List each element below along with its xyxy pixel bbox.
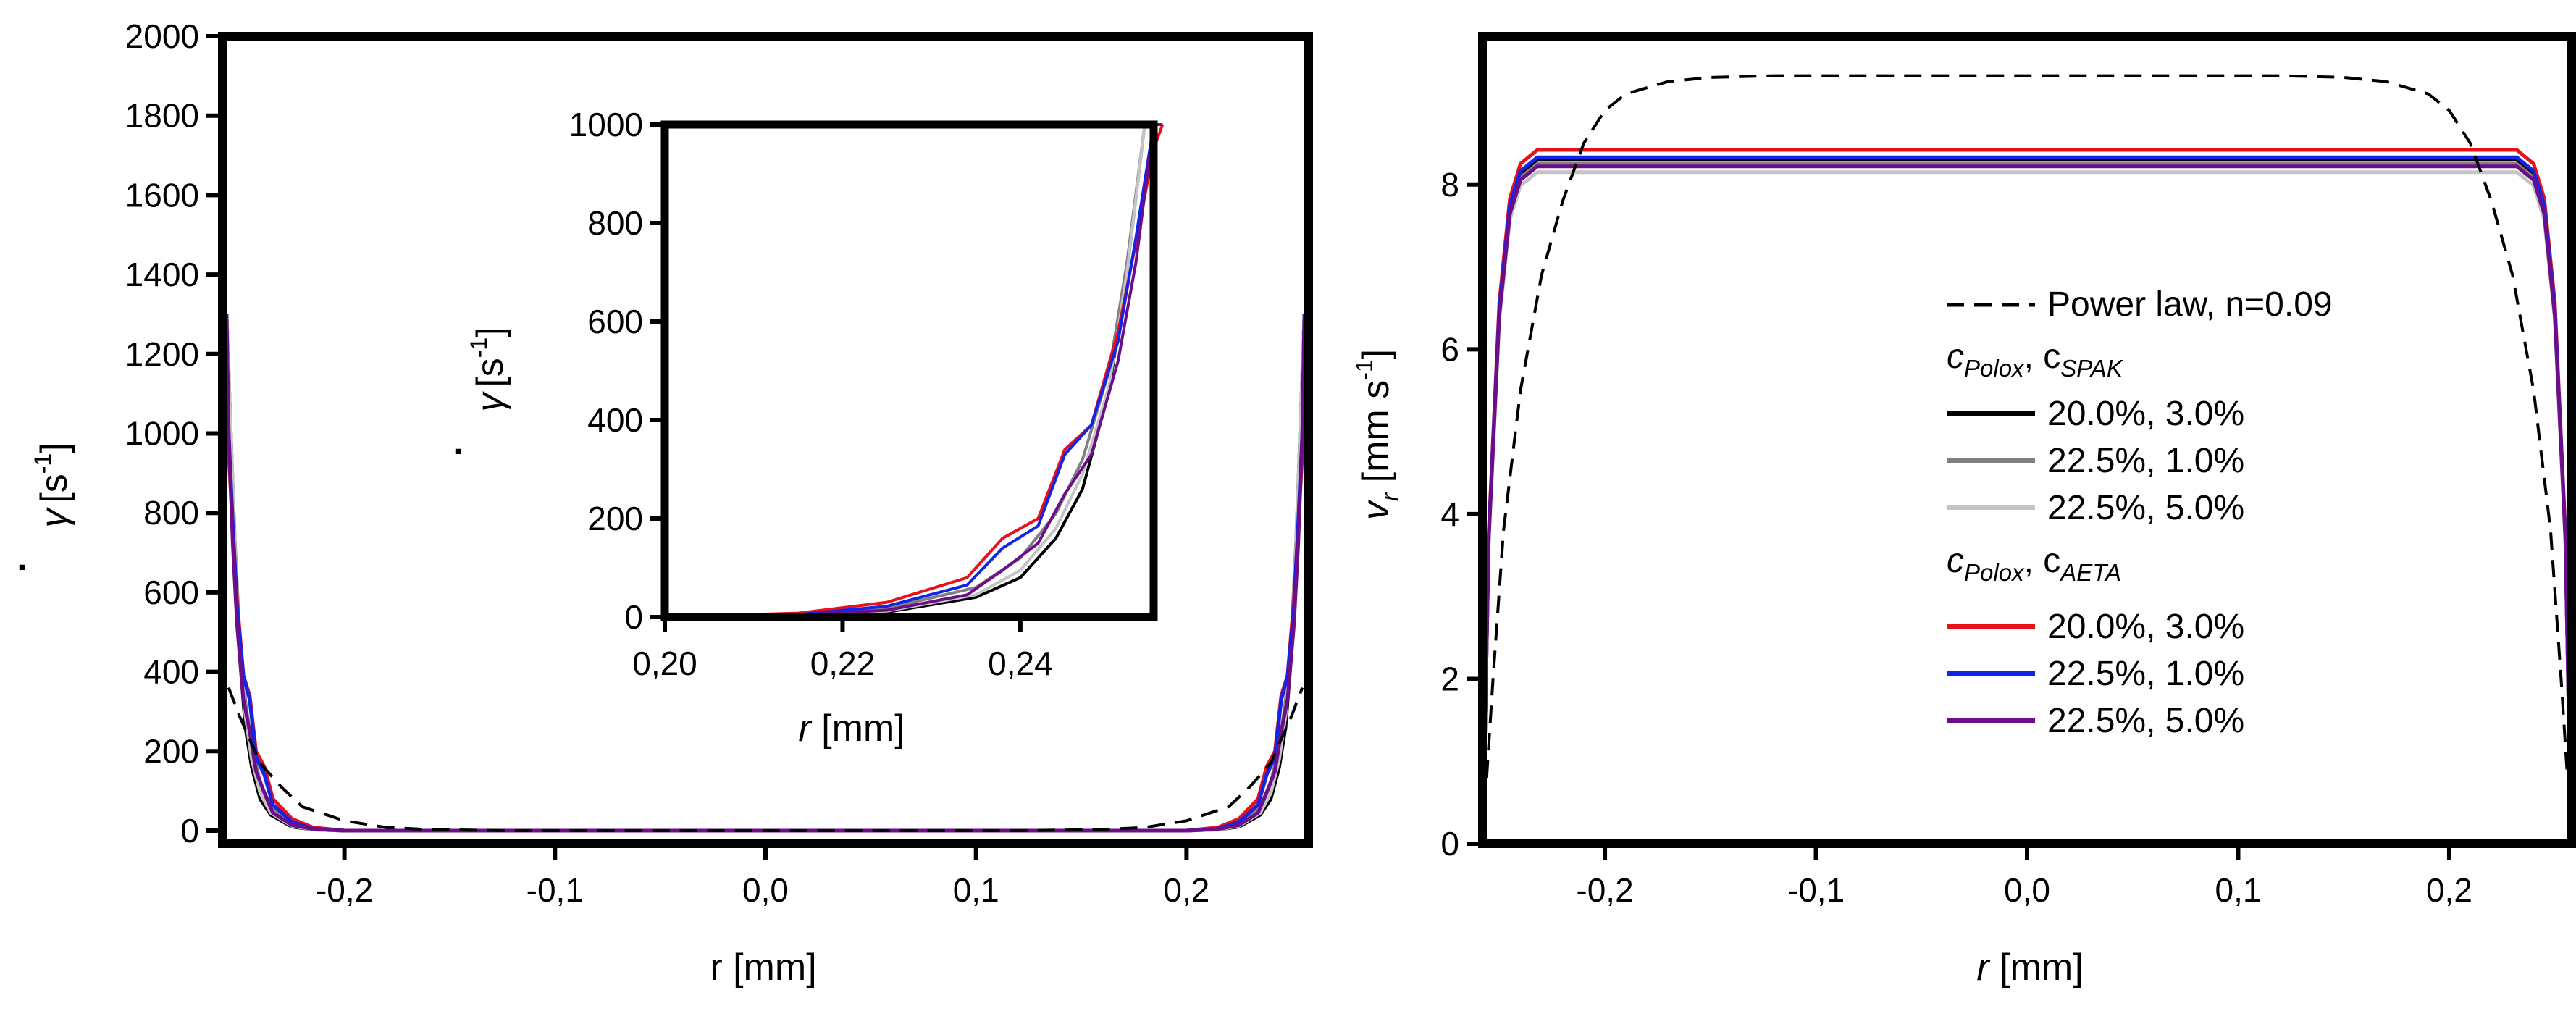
velocity-series-group — [1482, 74, 2572, 810]
velocity-line-power-law — [1485, 74, 2569, 779]
svg-text:γ[s-1]: γ[s-1] — [30, 442, 75, 527]
velocity-x-tick-label: 0,0 — [2004, 871, 2050, 909]
velocity-y-tick-label: 0 — [1440, 825, 1459, 863]
legend-label: 22.5%, 1.0% — [2047, 655, 2244, 693]
shear-rate-x-tick-label: 0,1 — [953, 871, 999, 909]
shear-rate-series-group — [225, 314, 1306, 833]
shear-rate-x-tick-label: 0,0 — [742, 871, 789, 909]
legend-group-aeta-header: cPolox, cAETA — [1947, 542, 2121, 586]
inset-x-tick-label: 0,24 — [988, 645, 1053, 682]
legend-group-spak: 20.0%, 3.0% 22.5%, 1.0% 22.5%, 5.0% — [1947, 395, 2244, 527]
inset-y-tick-label: 1000 — [569, 106, 643, 143]
shear-rate-y-tick-label: 1200 — [125, 335, 199, 373]
legend-label: 20.0%, 3.0% — [2047, 395, 2244, 433]
velocity-line-aeta-20-0-3-0 — [1482, 148, 2572, 810]
shear-rate-y-tick-label: 200 — [143, 732, 199, 770]
inset-y-tick-label: 800 — [587, 204, 643, 242]
velocity-x-tick-label: 0,1 — [2215, 871, 2261, 909]
inset-y-tick-label: 200 — [587, 500, 643, 537]
shear-rate-x-tick-label: -0,1 — [526, 871, 584, 909]
inset-y-ticks: 0 200 400 600 800 1000 — [569, 106, 665, 636]
velocity-y-tick-label: 8 — [1440, 166, 1459, 204]
velocity-line-aeta-22-5-1-0 — [1482, 155, 2572, 810]
shear-rate-y-ticks: 0 200 400 600 800 1000 1200 1400 1600 1800 2000 — [125, 17, 222, 850]
velocity-y-axis-label: vr [mm s-1] — [1351, 349, 1404, 520]
velocity-x-ticks: -0,2 -0,1 0,0 0,1 0,2 — [1576, 844, 2472, 909]
shear-rate-y-tick-label: 1600 — [125, 176, 199, 214]
shear-rate-y-tick-label: 400 — [143, 653, 199, 691]
velocity-line-spak-20-0-3-0 — [1482, 158, 2572, 810]
velocity-line-aeta-22-5-5-0 — [1482, 164, 2572, 810]
inset-x-axis-label: r [mm] — [798, 708, 905, 750]
velocity-line-spak-22-5-5-0 — [1482, 170, 2572, 810]
shear-rate-y-axis-label: γ[s-1] · — [1, 442, 75, 572]
inset-y-tick-label: 0 — [624, 598, 643, 636]
inset-line-aeta-22-5-5-0 — [664, 123, 1163, 618]
shear-rate-y-tick-label: 2000 — [125, 17, 199, 55]
inset-y-axis-label: γ[s-1] · — [437, 327, 511, 456]
velocity-y-tick-label: 6 — [1440, 330, 1459, 368]
velocity-x-tick-label: 0,2 — [2426, 871, 2472, 909]
inset-y-label-dot: · — [437, 444, 479, 456]
velocity-y-tick-label: 2 — [1440, 660, 1459, 697]
svg-text:vr [mm s-1]: vr [mm s-1] — [1351, 349, 1404, 520]
shear-rate-y-label-dot: · — [1, 560, 43, 572]
shear-rate-x-ticks: -0,2 -0,1 0,0 0,1 0,2 — [316, 844, 1209, 909]
inset-y-tick-label: 600 — [587, 303, 643, 340]
velocity-x-tick-label: -0,2 — [1576, 871, 1633, 909]
shear-rate-y-tick-label: 1400 — [125, 256, 199, 293]
svg-text:γ[s-1]: γ[s-1] — [466, 327, 511, 411]
inset-y-tick-label: 400 — [587, 401, 643, 439]
shear-rate-y-tick-label: 1800 — [125, 97, 199, 135]
legend-label: 22.5%, 1.0% — [2047, 442, 2244, 480]
legend-label: 20.0%, 3.0% — [2047, 608, 2244, 646]
inset-x-ticks: 0,20 0,22 0,24 — [632, 617, 1053, 682]
legend-label: 22.5%, 5.0% — [2047, 702, 2244, 740]
shear-rate-x-tick-label: 0,2 — [1163, 871, 1209, 909]
legend-label: 22.5%, 5.0% — [2047, 489, 2244, 527]
inset-x-tick-label: 0,20 — [632, 645, 697, 682]
inset-line-aeta-22-5-1-0 — [664, 123, 1163, 618]
legend-group-aeta: 20.0%, 3.0% 22.5%, 1.0% 22.5%, 5.0% — [1947, 608, 2244, 740]
shear-rate-y-tick-label: 0 — [180, 812, 199, 850]
legend-label-power-law: Power law, n=0.09 — [2047, 285, 2333, 324]
velocity-y-ticks: 0 2 4 6 8 — [1440, 166, 1482, 863]
shear-rate-line-power-law-n-0-09 — [227, 687, 1304, 832]
velocity-x-axis-label: r [mm] — [1976, 947, 2083, 989]
shear-rate-x-axis-label: r [mm] — [710, 947, 816, 989]
shear-rate-y-tick-label: 800 — [143, 494, 199, 532]
legend-group-spak-header: cPolox, cSPAK — [1947, 337, 2124, 382]
shear-rate-y-tick-label: 1000 — [125, 415, 199, 453]
velocity-line-spak-22-5-1-0 — [1482, 161, 2572, 810]
shear-rate-y-tick-label: 600 — [143, 574, 199, 611]
velocity-x-tick-label: -0,1 — [1787, 871, 1845, 909]
velocity-chart: 0 2 4 6 8 -0,2 -0,1 0,0 0,1 0,2 vr [mm s-1] r [m… — [1351, 32, 2576, 989]
velocity-y-tick-label: 4 — [1440, 495, 1459, 533]
velocity-legend: Power law, n=0.09 cPolox, cSPAK 20.0%, 3… — [1947, 285, 2333, 740]
inset-x-tick-label: 0,22 — [810, 645, 876, 682]
shear-rate-x-tick-label: -0,2 — [316, 871, 373, 909]
inset-plot-frame — [660, 120, 1158, 621]
